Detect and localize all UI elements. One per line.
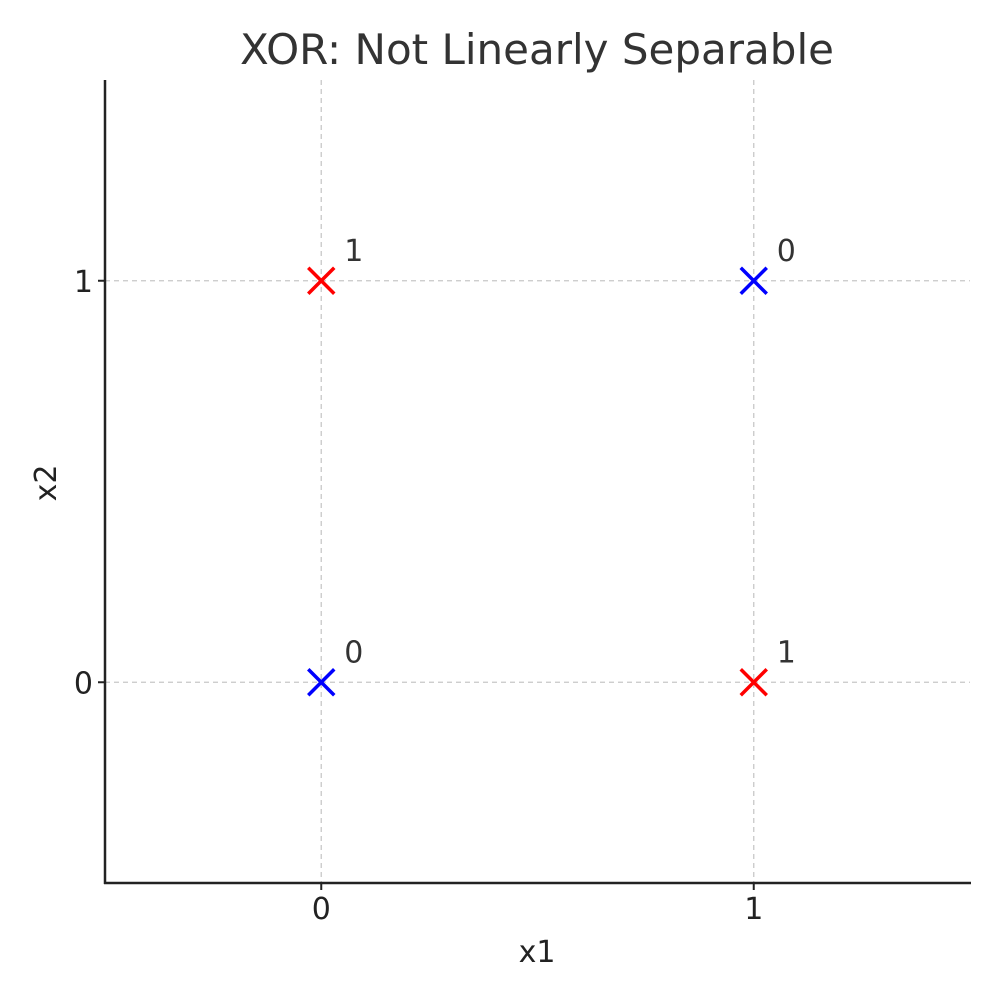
x-marker [307,668,336,697]
axes [103,80,971,885]
data-point-2: 1 [739,635,796,697]
chart-title: XOR: Not Linearly Separable [240,25,834,74]
y-axis-label: x2 [29,465,64,502]
x-axis-label: x1 [519,935,556,970]
ticks: 0 1 0 1 [74,265,763,927]
x-marker [307,266,336,295]
x-marker [739,266,768,295]
x-tick-label: 0 [312,892,331,927]
data-point-0: 0 [307,635,363,697]
y-tick-label: 1 [74,265,93,300]
grid [105,80,970,883]
x-tick-label: 1 [744,892,763,927]
y-tick-label: 0 [74,666,93,701]
data-point-label: 0 [344,635,363,670]
data-point-label: 1 [777,635,796,670]
data-points: 0 1 1 0 [307,234,796,697]
data-point-1: 1 [307,234,363,295]
data-point-label: 0 [777,234,796,269]
data-point-label: 1 [344,234,363,269]
x-marker [739,668,768,697]
data-point-3: 0 [739,234,796,295]
